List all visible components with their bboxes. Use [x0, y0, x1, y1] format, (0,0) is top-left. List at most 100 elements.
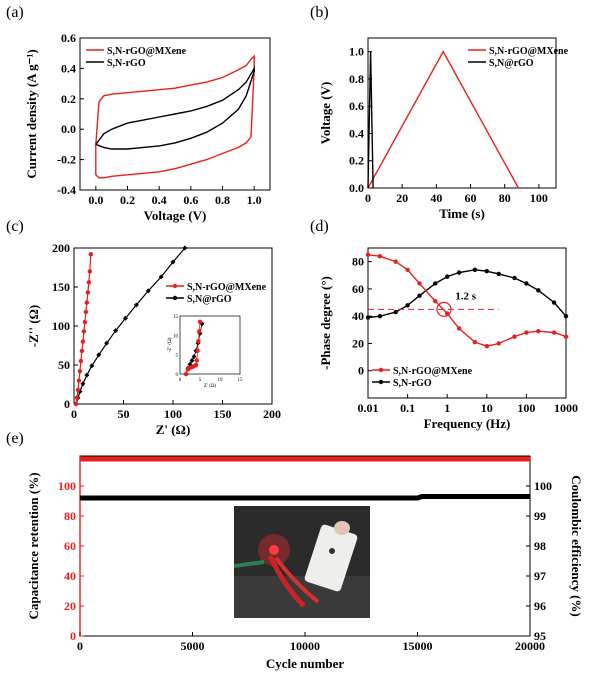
c-inset-point-snrgo-mxene	[197, 319, 203, 324]
c-inset-point-snrgo-mxene	[193, 362, 199, 368]
c-series-snrgo-mxene-point	[86, 280, 92, 285]
a-series-snrgo	[95, 65, 255, 150]
d-series-snrgo-point	[484, 268, 489, 274]
c-inset-ytick-label: 5	[176, 354, 179, 359]
d-ytick-label: 60	[352, 282, 364, 296]
d-xlabel: Frequency (Hz)	[424, 416, 511, 431]
b-ytick-label: 0.8	[349, 72, 364, 86]
c-inset-ytick-label: 15	[173, 315, 179, 320]
c-series-snrgo-point	[158, 274, 164, 280]
e-ytick-label: 80	[64, 509, 76, 523]
a-ytick-label: 0.4	[61, 61, 76, 75]
c-series-snrgo-point	[113, 328, 119, 334]
d-series-snrgo-mxene-point	[393, 259, 398, 264]
e-ytick-label: 40	[64, 569, 76, 583]
c-series-snrgo-line	[75, 247, 186, 405]
d-series-snrgo-point	[563, 313, 569, 319]
d-xtick-label: 100	[517, 401, 535, 415]
c-series-snrgo-mxene-point	[81, 329, 87, 334]
c-series-snrgo-mxene-point	[87, 269, 93, 274]
c-inset-xtick-label: 10	[218, 378, 224, 383]
c-inset-xtick-label: 5	[199, 378, 202, 383]
a-ytick-label: 0.0	[61, 122, 76, 136]
b-ytick-label: 0.4	[349, 126, 364, 140]
b-xtick-label: 80	[499, 191, 511, 205]
c-xtick-label: 0	[71, 407, 77, 421]
c-series-snrgo-point	[170, 259, 176, 265]
panel-e-chart: 0 5000 10000 15000 20000 0 20 40 60 80 100 95 96 97 98…	[26, 455, 584, 671]
c-series-snrgo-mxene-point	[76, 378, 82, 383]
a-legend-label: S,N-rGO	[107, 58, 146, 69]
e-y2label: Coulombic efficiency (%)	[569, 475, 584, 617]
d-series-snrgo-mxene-point	[563, 334, 569, 339]
c-inset-point-snrgo-mxene	[194, 358, 199, 363]
d-series-snrgo-point	[456, 270, 462, 275]
c-inset-ytick-label: 0	[176, 373, 179, 378]
e-ytick-label: 0	[70, 629, 76, 643]
d-series-snrgo-mxene-point	[472, 339, 478, 345]
d-series-snrgo-point	[445, 274, 450, 279]
d-series-snrgo-point	[524, 281, 529, 286]
d-xtick-label: 0.1	[400, 401, 415, 415]
d-ytick-label: 80	[352, 255, 364, 269]
d-series-snrgo-point	[377, 313, 383, 319]
a-xtick-label: 0.8	[215, 193, 230, 207]
c-xtick-label: 50	[118, 407, 130, 421]
d-series-snrgo-mxene-point	[551, 330, 557, 335]
c-series-snrgo-mxene-point	[84, 300, 90, 305]
e-ytick-label: 20	[64, 599, 76, 613]
a-ylabel: Current density (A g⁻¹)	[24, 49, 39, 178]
e-y2tick-label: 99	[534, 509, 546, 523]
c-xlabel: Z' (Ω)	[156, 422, 191, 437]
b-ytick-label: 1.0	[349, 45, 364, 59]
d-series-snrgo-mxene-line	[367, 254, 567, 347]
c-series-snrgo-mxene-line	[75, 254, 92, 405]
c-series-snrgo-mxene-point	[78, 358, 84, 364]
c-series-snrgo-point	[122, 315, 128, 321]
d-series-snrgo-point	[365, 315, 371, 320]
c-ytick-label: 200	[52, 241, 70, 255]
c-series-snrgo-point	[145, 288, 151, 294]
d-series-snrgo-mxene-point	[484, 343, 489, 349]
a-ytick-label: -0.4	[57, 183, 76, 197]
d-annotation: 1.2 s	[455, 290, 477, 302]
c-legend-marker	[172, 283, 178, 289]
d-series-snrgo-mxene-point	[496, 341, 501, 346]
a-xlabel: Voltage (V)	[144, 208, 207, 223]
d-series-snrgo-mxene-point	[405, 267, 410, 273]
panel-label-a: (a)	[6, 4, 24, 21]
c-inset-point-snrgo-mxene	[197, 329, 202, 334]
a-xtick-label: 0.4	[152, 193, 167, 207]
c-series-snrgo-mxene-point	[77, 369, 83, 374]
a-xtick-label: 0.0	[88, 193, 103, 207]
c-series-snrgo-mxene-point	[83, 309, 89, 315]
d-series-snrgo-point	[551, 300, 557, 305]
e-xtick-label: 0	[77, 639, 83, 653]
c-inset-point-snrgo-mxene	[196, 338, 201, 344]
a-frame	[79, 37, 271, 191]
c-ytick-label: 0	[64, 397, 70, 411]
d-series-snrgo-mxene-point	[433, 298, 438, 304]
a-ytick-label: -0.2	[57, 153, 76, 167]
c-series-snrgo-point	[104, 340, 110, 346]
c-series-snrgo-point	[84, 372, 90, 378]
c-xtick-label: 200	[263, 407, 281, 421]
e-y2tick-label: 96	[534, 599, 546, 613]
led-device-photo	[234, 506, 370, 618]
d-series-snrgo-point	[393, 309, 398, 315]
c-series-snrgo-mxene-point	[73, 401, 79, 407]
b-ytick-label: 0.0	[349, 181, 364, 195]
b-xtick-label: 20	[396, 191, 408, 205]
b-legend-label: S,N@rGO	[489, 58, 534, 69]
a-ytick-label: 0.6	[61, 31, 76, 45]
c-series-snrgo-mxene-point	[82, 319, 88, 325]
d-legend-label: S,N-rGO@MXene	[393, 366, 473, 377]
e-xlabel: Cycle number	[266, 656, 345, 671]
b-legend-label: S,N-rGO@MXene	[489, 46, 569, 57]
e-ylabel: Capacitance retention (%)	[26, 472, 41, 619]
d-series-snrgo-mxene-point	[512, 334, 517, 339]
c-series-snrgo-point	[89, 363, 95, 369]
d-legend-marker	[378, 367, 384, 373]
b-xlabel: Time (s)	[439, 206, 485, 221]
c-inset-point-snrgo	[189, 357, 195, 363]
